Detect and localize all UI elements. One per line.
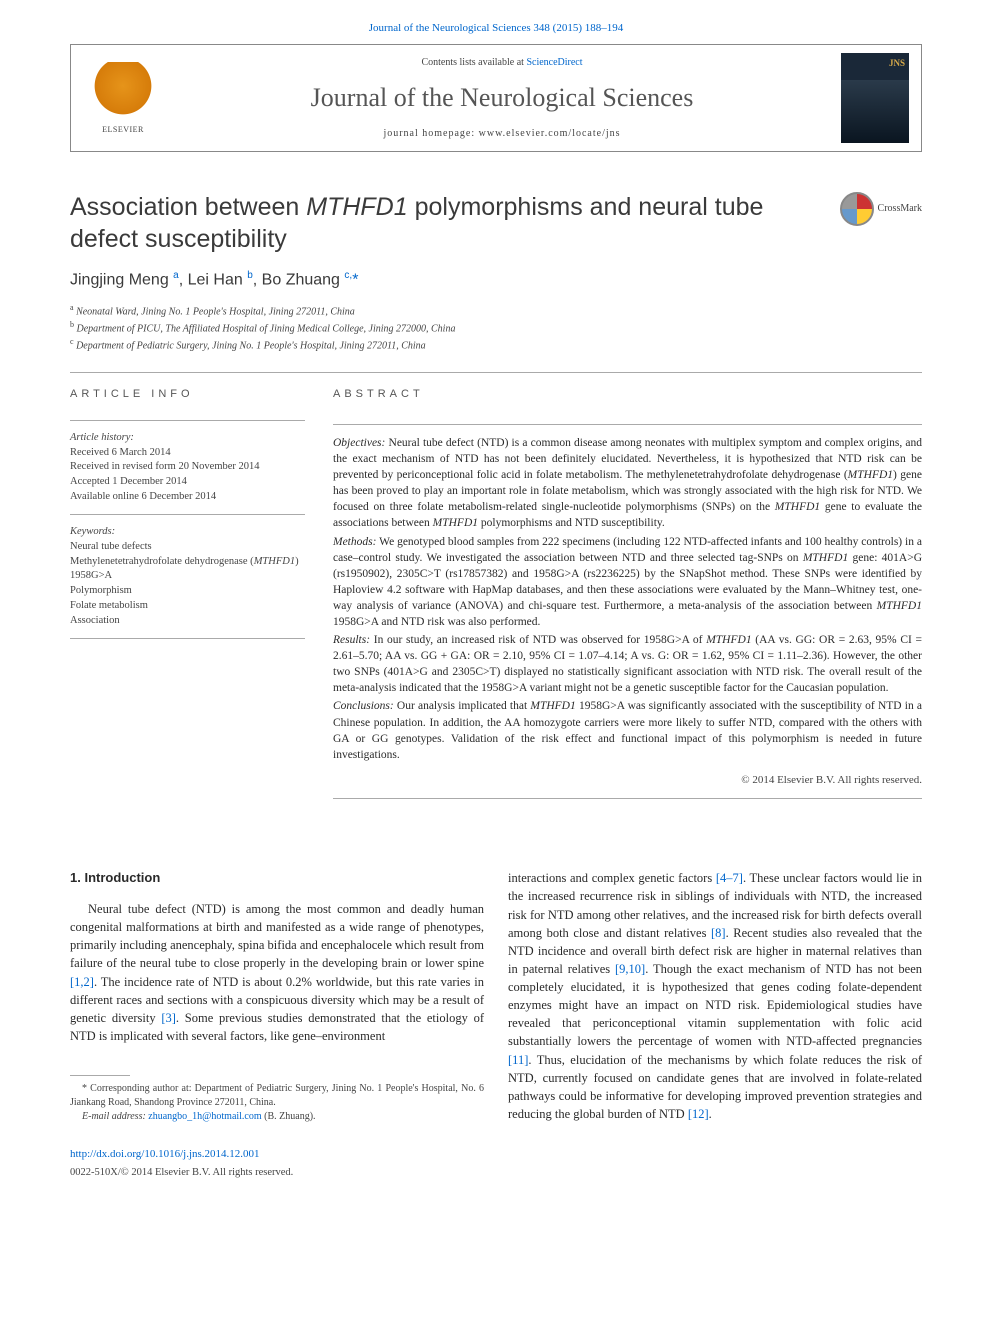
keywords-label: Keywords: — [70, 526, 115, 537]
abstract-objectives: Objectives: Neural tube defect (NTD) is … — [333, 435, 922, 532]
keyword-1: Methylenetetrahydrofolate dehydrogenase … — [70, 556, 299, 567]
sciencedirect-link[interactable]: ScienceDirect — [526, 57, 582, 68]
abstract-body: Objectives: Neural tube defect (NTD) is … — [333, 435, 922, 763]
elsevier-label: ELSEVIER — [102, 124, 144, 135]
abstract-methods: Methods: We genotyped blood samples from… — [333, 534, 922, 631]
keywords-block: Keywords: Neural tube defects Methylenet… — [70, 525, 305, 628]
intro-para-left: Neural tube defect (NTD) is among the mo… — [70, 900, 484, 1045]
journal-pager: Journal of the Neurological Sciences 348… — [0, 0, 992, 44]
abstract-heading: ABSTRACT — [333, 373, 922, 414]
article-title: Association between MTHFD1 polymorphisms… — [70, 192, 820, 255]
keyword-5: Association — [70, 615, 120, 626]
footnotes: * Corresponding author at: Department of… — [70, 1082, 484, 1124]
issn-line: 0022-510X/© 2014 Elsevier B.V. All right… — [70, 1167, 293, 1178]
history-online: Available online 6 December 2014 — [70, 491, 216, 502]
journal-name: Journal of the Neurological Sciences — [185, 80, 819, 116]
history-accepted: Accepted 1 December 2014 — [70, 476, 187, 487]
crossmark-badge[interactable]: CrossMark — [840, 192, 922, 226]
keyword-3: Polymorphism — [70, 585, 132, 596]
header-center: Contents lists available at ScienceDirec… — [175, 46, 829, 150]
keyword-0: Neural tube defects — [70, 541, 152, 552]
elsevier-tree-icon — [93, 62, 153, 122]
email-suffix: (B. Zhuang). — [264, 1111, 315, 1122]
affiliation-b: Department of PICU, The Affiliated Hospi… — [77, 323, 456, 334]
info-rule-2 — [70, 514, 305, 515]
footnote-rule — [70, 1075, 130, 1076]
corresponding-author: * Corresponding author at: Department of… — [70, 1082, 484, 1110]
journal-header: ELSEVIER Contents lists available at Sci… — [70, 44, 922, 152]
journal-homepage: journal homepage: www.elsevier.com/locat… — [185, 127, 819, 141]
email-link[interactable]: zhuangbo_1h@hotmail.com — [148, 1111, 261, 1122]
history-label: Article history: — [70, 432, 134, 443]
email-label: E-mail address: — [82, 1111, 146, 1122]
body-col-left: 1. Introduction Neural tube defect (NTD)… — [70, 869, 484, 1124]
abstract-col: ABSTRACT Objectives: Neural tube defect … — [333, 373, 922, 810]
abstract-conclusions: Conclusions: Our analysis implicated tha… — [333, 698, 922, 762]
affiliation-c: Department of Pediatric Surgery, Jining … — [76, 341, 426, 352]
section-1-heading: 1. Introduction — [70, 869, 484, 888]
contents-prefix: Contents lists available at — [421, 57, 526, 68]
article-info-col: ARTICLE INFO Article history: Received 6… — [70, 373, 305, 810]
journal-cover-thumb — [841, 53, 909, 143]
doi-link[interactable]: http://dx.doi.org/10.1016/j.jns.2014.12.… — [70, 1148, 260, 1160]
abstract-rule-bottom — [333, 798, 922, 799]
crossmark-icon — [840, 192, 874, 226]
info-rule-3 — [70, 638, 305, 639]
article-history: Article history: Received 6 March 2014 R… — [70, 431, 305, 504]
intro-para-right: interactions and complex genetic factors… — [508, 869, 922, 1123]
contents-line: Contents lists available at ScienceDirec… — [185, 56, 819, 70]
abstract-rule-top — [333, 424, 922, 425]
email-line: E-mail address: zhuangbo_1h@hotmail.com … — [70, 1110, 484, 1124]
body-col-right: interactions and complex genetic factors… — [508, 869, 922, 1124]
affiliation-a: Neonatal Ward, Jining No. 1 People's Hos… — [76, 306, 355, 317]
footer: http://dx.doi.org/10.1016/j.jns.2014.12.… — [70, 1144, 922, 1181]
elsevier-logo: ELSEVIER — [83, 53, 163, 143]
keyword-2: 1958G>A — [70, 570, 112, 581]
history-revised: Received in revised form 20 November 201… — [70, 461, 260, 472]
authors-line: Jingjing Meng a, Lei Han b, Bo Zhuang c,… — [70, 269, 922, 292]
keyword-4: Folate metabolism — [70, 600, 148, 611]
body-columns: 1. Introduction Neural tube defect (NTD)… — [70, 869, 922, 1124]
info-rule-1 — [70, 420, 305, 421]
crossmark-label: CrossMark — [878, 202, 922, 216]
pager-link[interactable]: Journal of the Neurological Sciences 348… — [369, 22, 623, 34]
affiliations: a Neonatal Ward, Jining No. 1 People's H… — [70, 302, 922, 354]
article-info-heading: ARTICLE INFO — [70, 373, 305, 410]
abstract-results: Results: In our study, an increased risk… — [333, 632, 922, 696]
abstract-copyright: © 2014 Elsevier B.V. All rights reserved… — [333, 773, 922, 788]
history-received: Received 6 March 2014 — [70, 447, 171, 458]
